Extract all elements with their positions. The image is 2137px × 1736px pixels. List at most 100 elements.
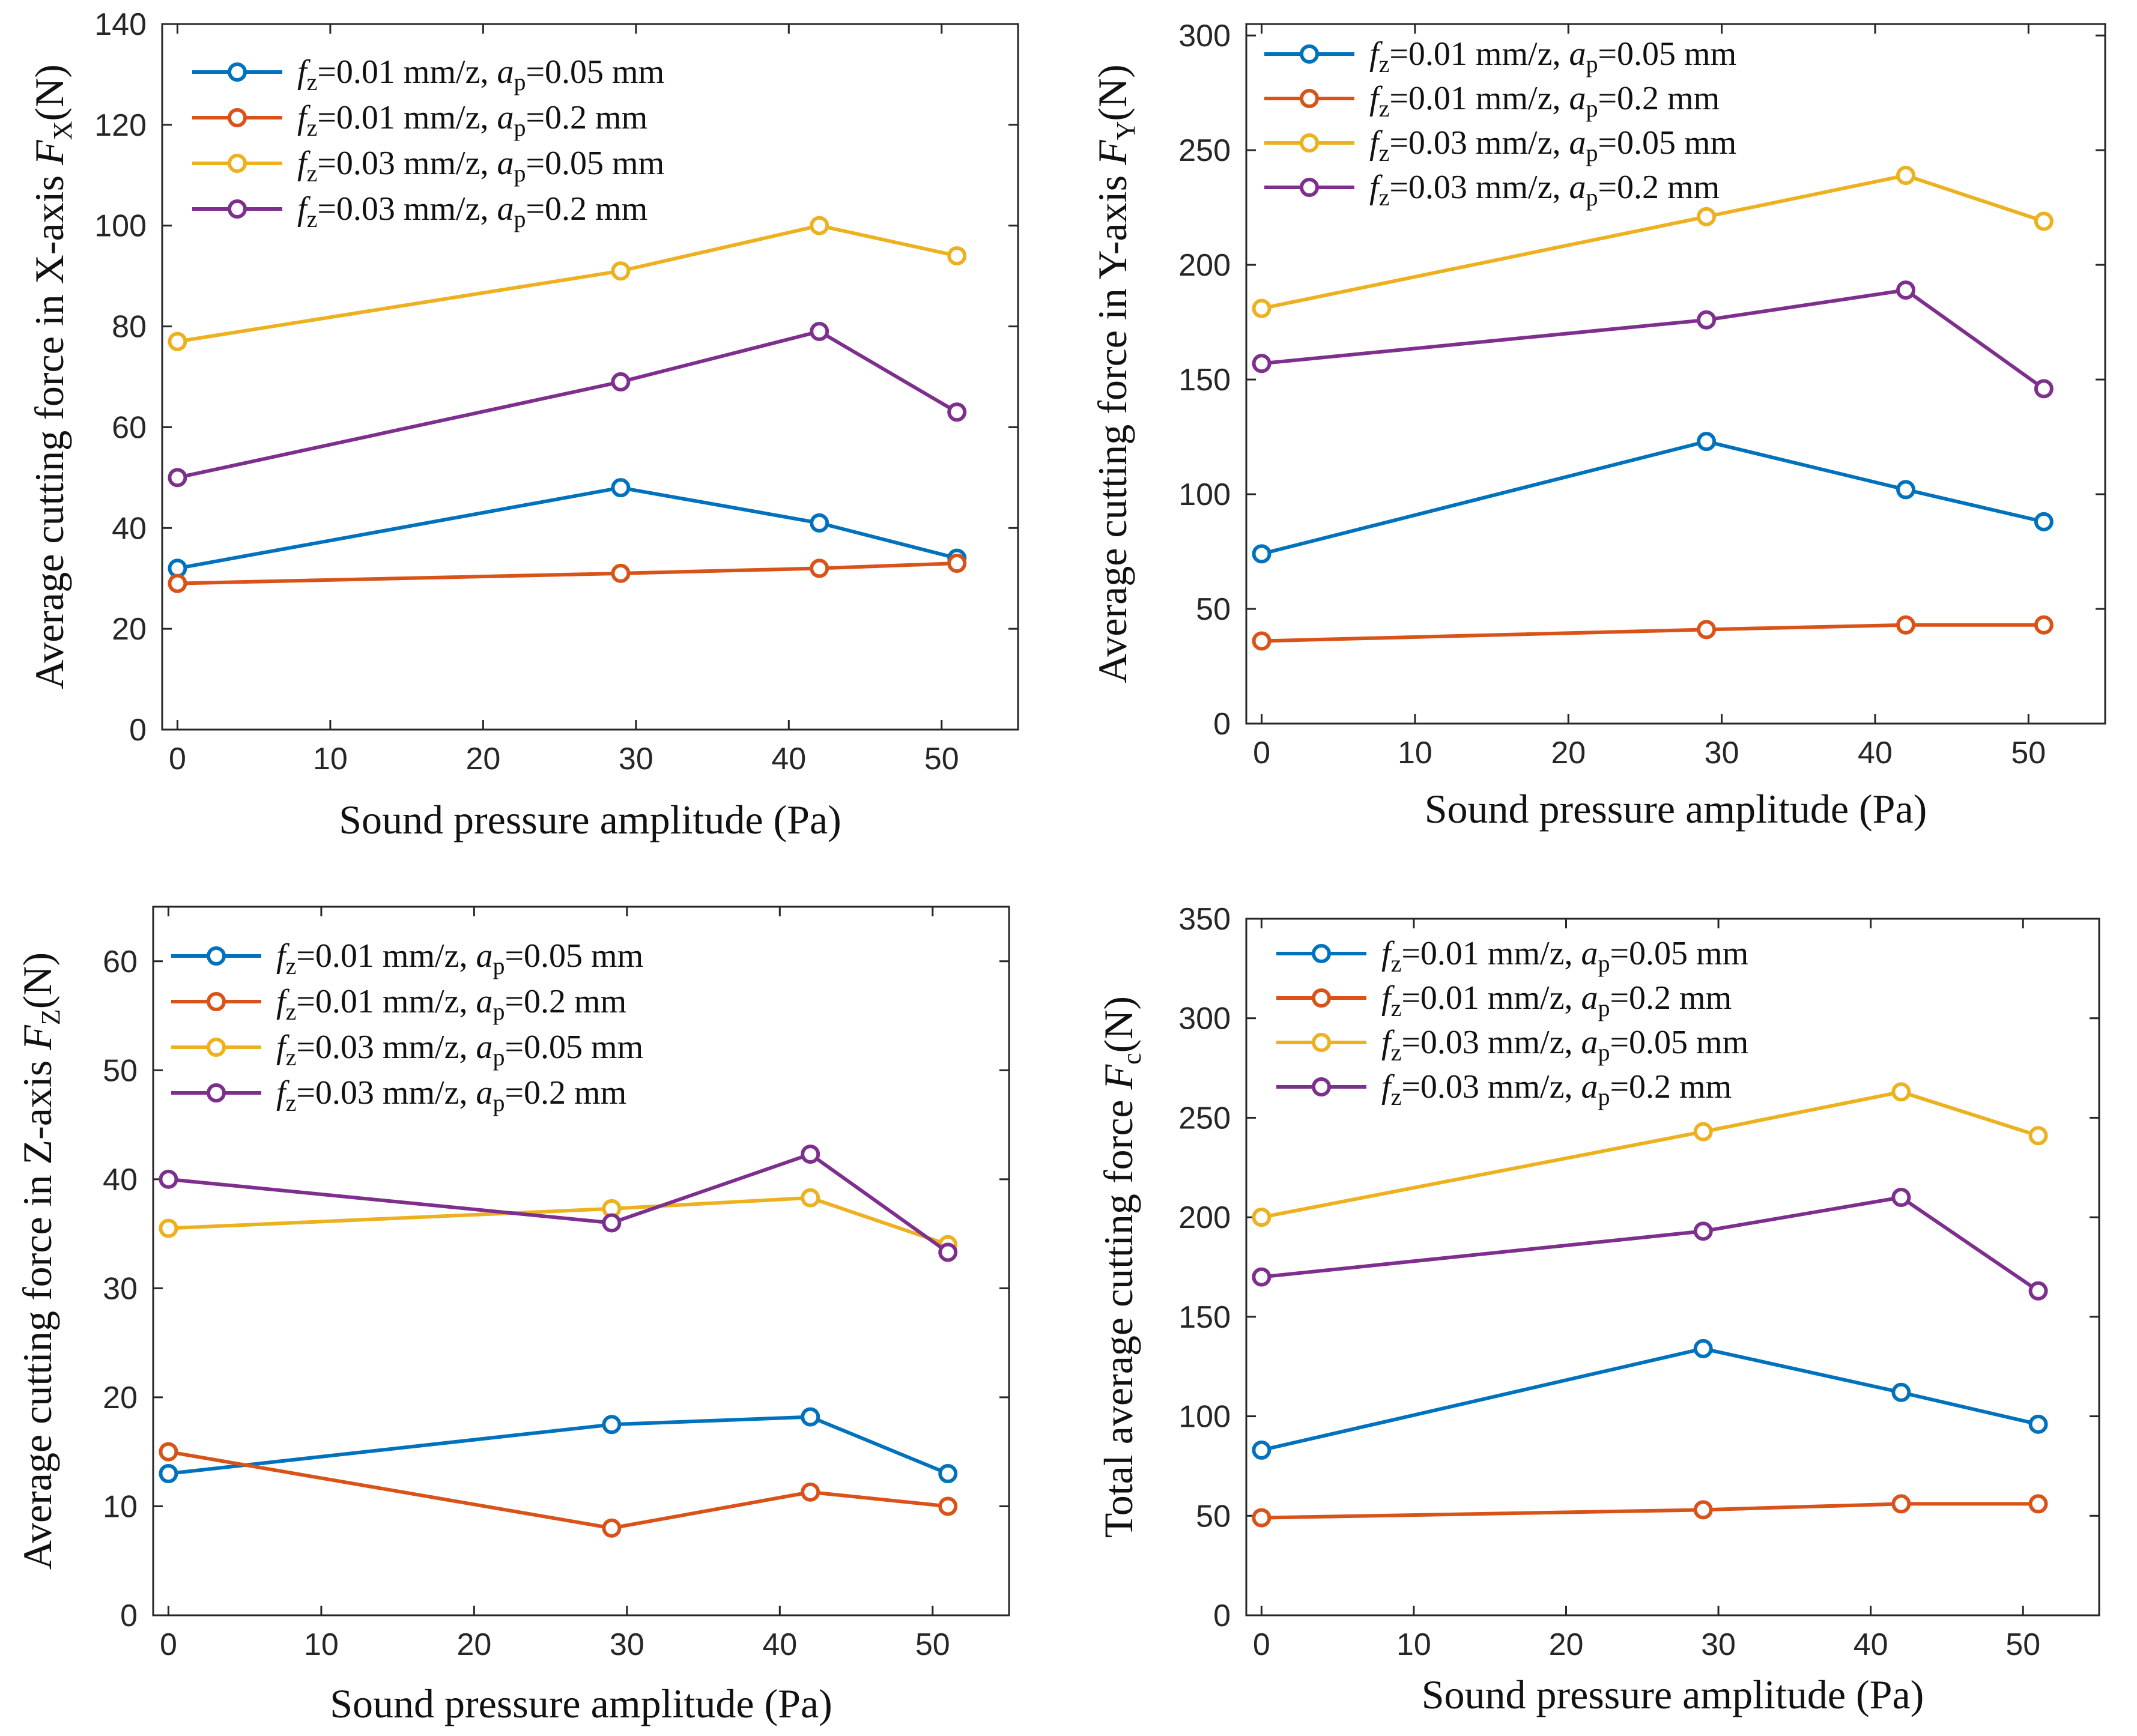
chart-panel-2: 0 10 20 30 40 50 0 50 100 150 200 250 300 Sound press… <box>1090 19 2106 832</box>
data-point-yellow <box>2034 211 2054 231</box>
data-point-purple <box>1693 1221 1713 1241</box>
x-tick-label: 50 <box>2005 1627 2040 1662</box>
data-point-yellow <box>1252 298 1272 318</box>
data-point-orange <box>801 1482 820 1502</box>
x-tick-label: 0 <box>160 1627 177 1662</box>
data-point-blue <box>168 558 187 578</box>
y-tick-label: 40 <box>103 1163 138 1197</box>
series-line-yellow <box>1261 1090 2039 1220</box>
y-tick-label: 40 <box>112 511 147 546</box>
y-tick-label: 100 <box>1178 477 1231 512</box>
x-tick-label: 30 <box>619 742 653 776</box>
y-tick-label: 50 <box>1196 592 1231 627</box>
data-point-purple <box>947 402 967 422</box>
legend-entry: fz=0.01 mm/z, ap=0.2 mm <box>297 99 647 141</box>
data-point-orange <box>1693 1500 1713 1520</box>
y-tick-label: 60 <box>112 410 147 445</box>
x-tick-label: 20 <box>1551 736 1586 770</box>
legend-entry: fz=0.01 mm/z, ap=0.05 mm <box>297 53 664 95</box>
x-tick-label: 0 <box>1253 1627 1270 1662</box>
plot-frame <box>1245 23 2106 725</box>
x-tick-label: 0 <box>1253 736 1270 770</box>
legend-marker-yellow <box>228 154 247 173</box>
x-tick-label: 0 <box>169 742 186 776</box>
legend-entry: fz=0.01 mm/z, ap=0.05 mm <box>276 937 643 979</box>
y-tick-label: 0 <box>1213 1598 1231 1633</box>
data-point-orange <box>602 1518 622 1538</box>
legend-marker-blue <box>228 62 247 82</box>
y-tick-label: 150 <box>1178 363 1231 398</box>
legend-entry: fz=0.03 mm/z, ap=0.2 mm <box>1381 1068 1732 1110</box>
chart-panel-4: 0 10 20 30 40 50 0 50 100 150 200 250 300 350 Sound pr… <box>1096 902 2100 1717</box>
data-point-blue <box>1891 1382 1911 1402</box>
data-point-yellow <box>810 216 829 235</box>
y-tick-label: 0 <box>120 1598 138 1633</box>
x-tick-label: 10 <box>1396 1627 1431 1662</box>
y-axis-label: Average cutting force in X-axis FX(N) <box>26 64 77 689</box>
x-tick-label: 20 <box>456 1627 491 1662</box>
y-tick-label: 0 <box>1213 707 1231 742</box>
data-point-blue <box>1693 1338 1713 1358</box>
x-tick-label: 30 <box>1701 1627 1736 1662</box>
legend-entry: fz=0.03 mm/z, ap=0.05 mm <box>276 1029 643 1071</box>
chart-panel-1: 0 10 20 30 40 50 0 20 40 60 80 100 120 140 Sound press… <box>26 7 1019 842</box>
y-tick-label: 100 <box>94 209 147 244</box>
data-point-orange <box>1891 1494 1911 1514</box>
data-point-yellow <box>2028 1126 2048 1146</box>
data-point-purple <box>801 1145 820 1164</box>
x-tick-label: 20 <box>1549 1627 1584 1662</box>
data-point-blue <box>611 478 631 498</box>
legend-marker-blue <box>1300 44 1319 64</box>
data-point-blue <box>1697 432 1717 452</box>
x-tick-label: 40 <box>762 1627 797 1662</box>
data-point-yellow <box>801 1188 820 1208</box>
legend-entry: fz=0.01 mm/z, ap=0.05 mm <box>1369 35 1736 77</box>
data-point-purple <box>1896 280 1916 300</box>
series-line-yellow <box>177 223 957 343</box>
series-line-blue <box>168 1415 949 1475</box>
data-point-blue <box>938 1464 958 1483</box>
legend-entry: fz=0.03 mm/z, ap=0.05 mm <box>1381 1024 1748 1066</box>
series-line-orange <box>177 561 957 585</box>
data-point-purple <box>1697 310 1717 330</box>
legend-marker-orange <box>228 108 247 127</box>
data-point-blue <box>159 1464 178 1483</box>
y-tick-label: 60 <box>103 945 138 979</box>
legend-entry: fz=0.01 mm/z, ap=0.2 mm <box>1381 979 1732 1021</box>
legend-entry: fz=0.03 mm/z, ap=0.2 mm <box>276 1074 626 1116</box>
x-tick-label: 50 <box>915 1627 950 1662</box>
y-axis-label: Total average cutting force Fc(N) <box>1096 996 1147 1538</box>
series-line-purple <box>177 329 958 480</box>
legend-marker-yellow <box>1300 133 1319 153</box>
series-line-purple <box>1261 1196 2040 1293</box>
data-point-blue <box>2028 1414 2048 1434</box>
y-tick-label: 50 <box>1196 1499 1231 1534</box>
data-point-purple <box>938 1242 958 1262</box>
data-point-blue <box>810 513 829 533</box>
data-point-yellow <box>947 246 967 266</box>
y-tick-label: 300 <box>1178 19 1231 53</box>
data-point-orange <box>2028 1494 2048 1514</box>
data-point-orange <box>1252 631 1272 651</box>
data-point-yellow <box>1891 1082 1911 1102</box>
legend-marker-purple <box>207 1083 226 1102</box>
legend-entry: fz=0.01 mm/z, ap=0.2 mm <box>276 983 626 1025</box>
x-axis-label: Sound pressure amplitude (Pa) <box>339 797 841 842</box>
data-point-orange <box>938 1496 958 1516</box>
data-point-orange <box>810 558 829 578</box>
data-point-orange <box>2034 615 2054 635</box>
legend-marker-yellow <box>207 1038 226 1057</box>
data-point-yellow <box>168 331 187 351</box>
x-axis-label: Sound pressure amplitude (Pa) <box>1422 1672 1924 1717</box>
data-point-blue <box>801 1407 820 1427</box>
plot-frame <box>152 906 1010 1617</box>
y-tick-label: 100 <box>1178 1400 1231 1435</box>
y-tick-label: 20 <box>103 1381 138 1415</box>
x-tick-label: 30 <box>1705 736 1739 770</box>
data-point-purple <box>602 1213 622 1233</box>
plot-frame <box>161 23 1019 731</box>
plot-frame <box>1245 918 2100 1617</box>
data-point-yellow <box>611 261 631 281</box>
data-point-purple <box>168 468 187 488</box>
